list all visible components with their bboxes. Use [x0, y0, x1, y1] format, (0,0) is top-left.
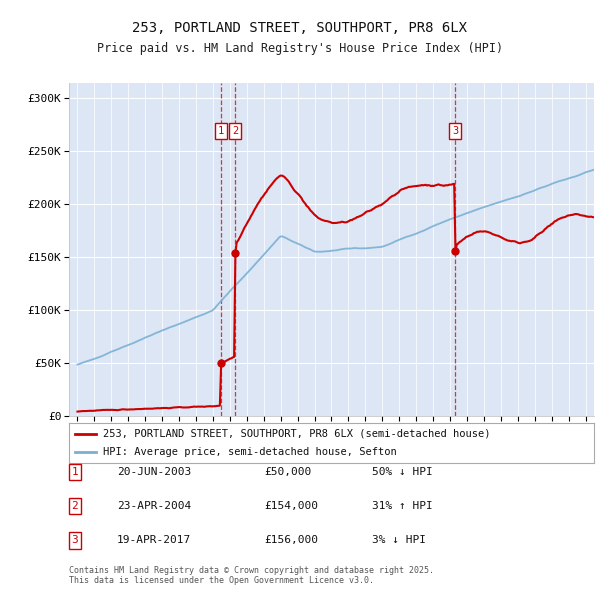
- Text: 253, PORTLAND STREET, SOUTHPORT, PR8 6LX: 253, PORTLAND STREET, SOUTHPORT, PR8 6LX: [133, 21, 467, 35]
- Text: 2: 2: [71, 502, 79, 511]
- Text: Price paid vs. HM Land Registry's House Price Index (HPI): Price paid vs. HM Land Registry's House …: [97, 42, 503, 55]
- Text: 253, PORTLAND STREET, SOUTHPORT, PR8 6LX (semi-detached house): 253, PORTLAND STREET, SOUTHPORT, PR8 6LX…: [103, 429, 491, 439]
- Text: This data is licensed under the Open Government Licence v3.0.: This data is licensed under the Open Gov…: [69, 576, 374, 585]
- Text: HPI: Average price, semi-detached house, Sefton: HPI: Average price, semi-detached house,…: [103, 447, 397, 457]
- Text: 19-APR-2017: 19-APR-2017: [117, 536, 191, 545]
- Text: 20-JUN-2003: 20-JUN-2003: [117, 467, 191, 477]
- Text: 50% ↓ HPI: 50% ↓ HPI: [372, 467, 433, 477]
- Text: 1: 1: [71, 467, 79, 477]
- Text: 3% ↓ HPI: 3% ↓ HPI: [372, 536, 426, 545]
- Text: 1: 1: [218, 126, 224, 136]
- Text: Contains HM Land Registry data © Crown copyright and database right 2025.: Contains HM Land Registry data © Crown c…: [69, 566, 434, 575]
- Text: £154,000: £154,000: [264, 502, 318, 511]
- Text: 23-APR-2004: 23-APR-2004: [117, 502, 191, 511]
- Text: £50,000: £50,000: [264, 467, 311, 477]
- Text: 3: 3: [71, 536, 79, 545]
- Text: £156,000: £156,000: [264, 536, 318, 545]
- Text: 31% ↑ HPI: 31% ↑ HPI: [372, 502, 433, 511]
- Text: 3: 3: [452, 126, 458, 136]
- Text: 2: 2: [232, 126, 238, 136]
